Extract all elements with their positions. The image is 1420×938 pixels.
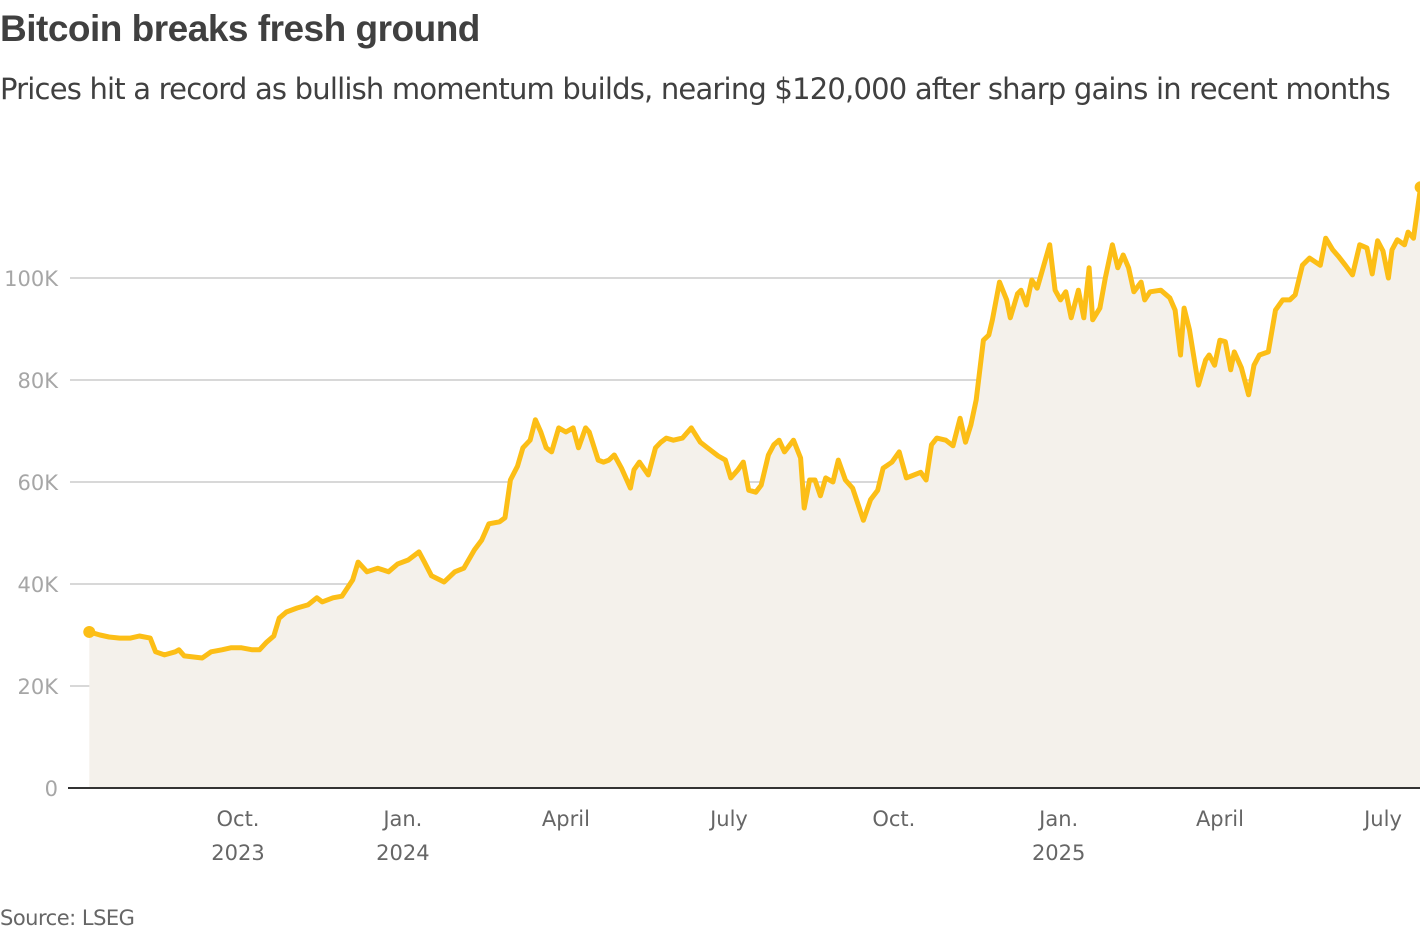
y-axis-labels: 0 20K 40K 60K 80K 100K [4, 267, 59, 801]
price-line [86, 184, 1420, 661]
y-tick-label: 0 [45, 777, 58, 801]
chart: 0 20K 40K 60K 80K 100K Oct. 2023 Jan. 2024 April J… [4, 181, 1420, 865]
y-tick-label: 80K [18, 369, 60, 393]
x-axis-labels: Oct. 2023 Jan. 2024 April July Oct. Jan. 2025 Apr… [211, 807, 1402, 865]
x-tick-label: July [708, 807, 748, 831]
x-tick-label: July [1362, 807, 1402, 831]
y-tick-label: 100K [4, 267, 59, 291]
x-tick-label: Oct. [872, 807, 915, 831]
y-tick-label: 40K [18, 573, 60, 597]
y-tick-label: 20K [18, 675, 60, 699]
source-note: Source: LSEG [0, 906, 135, 930]
chart-subtitle: Prices hit a record as bullish momentum … [0, 72, 1391, 106]
y-tick-label: 60K [18, 471, 60, 495]
x-tick-label: Jan. [1037, 807, 1078, 831]
x-tick-year-label: 2025 [1032, 841, 1085, 865]
x-tick-year-label: 2023 [211, 841, 264, 865]
latest-point [1414, 181, 1420, 194]
x-tick-year-label: 2024 [376, 841, 429, 865]
x-tick-label: Oct. [217, 807, 260, 831]
x-tick-label: April [1196, 807, 1244, 831]
price-area [89, 191, 1420, 788]
start-point [83, 625, 96, 638]
chart-title: Bitcoin breaks fresh ground [0, 8, 480, 49]
x-tick-label: Jan. [381, 807, 422, 831]
x-tick-label: April [542, 807, 590, 831]
